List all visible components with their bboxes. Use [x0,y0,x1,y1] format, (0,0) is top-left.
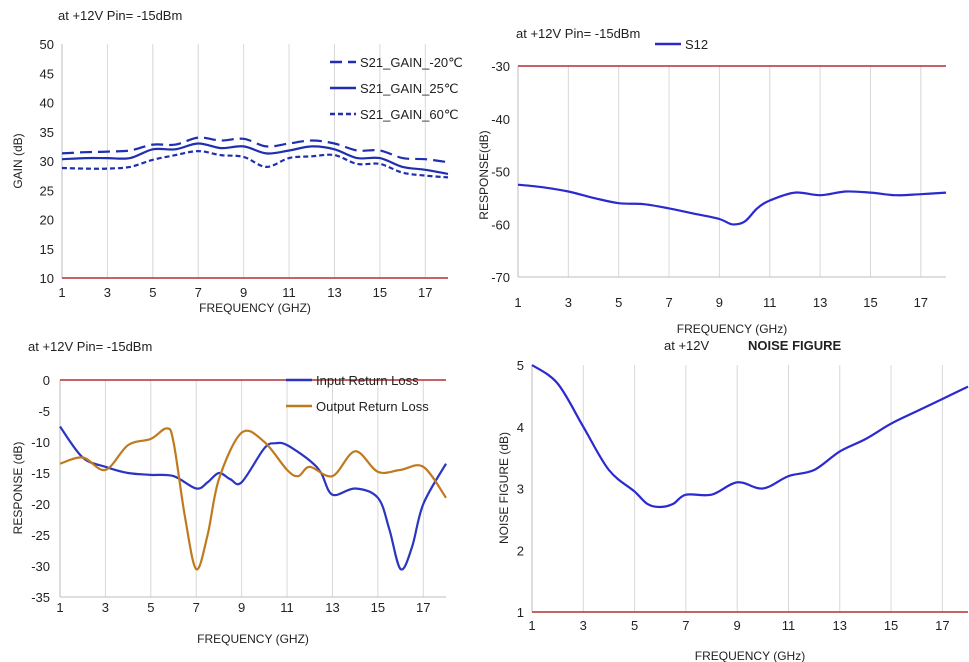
x-tick-label: 9 [734,618,741,633]
chart-note: at +12V [664,338,710,353]
x-tick-label: 1 [56,600,63,615]
x-tick-label: 9 [240,285,247,300]
y-tick-label: -60 [491,217,510,232]
chart-note: at +12V Pin= -15dBm [28,339,152,354]
y-tick-label: -35 [31,590,50,605]
legend-label: S12 [685,37,708,52]
series-line [61,150,449,179]
x-tick-label: 15 [371,600,385,615]
x-tick-label: 3 [565,295,572,310]
y-tick-label: -70 [491,270,510,285]
x-tick-label: 3 [104,285,111,300]
series-line [59,425,447,571]
x-tick-label: 13 [813,295,827,310]
y-tick-label: 35 [40,125,54,140]
y-tick-label: -30 [491,59,510,74]
y-tick-label: -30 [31,559,50,574]
y-tick-label: 15 [40,242,54,257]
y-tick-label: -25 [31,528,50,543]
y-axis-title: RESPONSE (dB) [11,442,25,535]
x-tick-label: 5 [631,618,638,633]
x-tick-label: 17 [418,285,432,300]
x-tick-label: 7 [193,600,200,615]
x-axis-title: FREQUENCY (GHz) [695,649,805,662]
x-tick-label: 13 [327,285,341,300]
x-tick-label: 7 [195,285,202,300]
legend-label: S21_GAIN_-20℃ [360,55,463,70]
y-axis-title: RESPONSE(dB) [477,130,491,219]
series-line [531,364,969,509]
x-tick-label: 1 [514,295,521,310]
y-axis-title: GAIN (dB) [11,133,25,188]
x-tick-label: 17 [914,295,928,310]
y-tick-label: 45 [40,66,54,81]
y-tick-label: -40 [491,112,510,127]
x-tick-label: 7 [682,618,689,633]
legend-label: S21_GAIN_25℃ [360,81,458,96]
chart-title: NOISE FIGURE [748,338,842,353]
x-axis-title: FREQUENCY (GHz) [677,322,787,336]
y-tick-label: 4 [517,420,524,435]
x-tick-label: 17 [416,600,430,615]
y-tick-label: 5 [517,358,524,373]
x-tick-label: 9 [238,600,245,615]
y-tick-label: 50 [40,37,54,52]
x-tick-label: 7 [665,295,672,310]
series-line [517,183,947,226]
legend-label: Input Return Loss [316,373,419,388]
chart-note: at +12V Pin= -15dBm [58,8,182,23]
x-tick-label: 13 [833,618,847,633]
x-tick-label: 11 [280,600,294,615]
x-tick-label: 9 [716,295,723,310]
y-tick-label: 2 [517,543,524,558]
legend-label: Output Return Loss [316,399,429,414]
x-tick-label: 11 [763,295,777,310]
y-tick-label: 20 [40,213,54,228]
x-tick-label: 11 [782,618,796,633]
x-tick-label: 3 [102,600,109,615]
legend-label: S21_GAIN_60℃ [360,107,458,122]
x-tick-label: 5 [615,295,622,310]
y-tick-label: 40 [40,96,54,111]
y-tick-label: -10 [31,435,50,450]
y-tick-label: 30 [40,154,54,169]
series-line [61,136,449,164]
y-tick-label: -15 [31,466,50,481]
x-tick-label: 13 [325,600,339,615]
chart-note: at +12V Pin= -15dBm [516,26,640,41]
x-axis-title: FREQUENCY (GHZ) [197,632,309,646]
x-tick-label: 11 [282,285,296,300]
series-line [61,142,449,175]
y-tick-label: 3 [517,482,524,497]
y-tick-label: -50 [491,165,510,180]
x-tick-label: 3 [580,618,587,633]
x-tick-label: 1 [528,618,535,633]
x-tick-label: 17 [935,618,949,633]
y-tick-label: -5 [38,404,50,419]
x-tick-label: 5 [147,600,154,615]
x-tick-label: 15 [863,295,877,310]
x-axis-title: FREQUENCY (GHZ) [199,301,311,315]
x-tick-label: 15 [373,285,387,300]
y-tick-label: 10 [40,271,54,286]
x-tick-label: 1 [58,285,65,300]
series-line [59,427,447,571]
x-tick-label: 15 [884,618,898,633]
y-axis-title: NOISE FIGURE (dB) [497,432,511,544]
y-tick-label: 0 [43,373,50,388]
x-tick-label: 5 [149,285,156,300]
y-tick-label: -20 [31,497,50,512]
y-tick-label: 25 [40,183,54,198]
y-tick-label: 1 [517,605,524,620]
